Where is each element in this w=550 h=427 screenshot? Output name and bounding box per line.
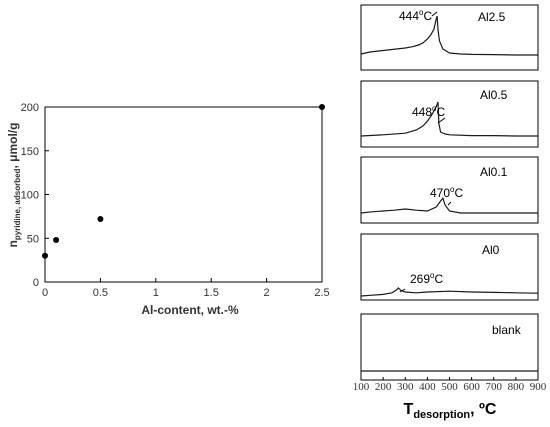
y-tick-label: 150 [21,146,39,158]
scatter-plot-frame [44,106,323,283]
x-tick-label: 1 [153,287,159,299]
scatter-points [42,104,325,259]
td-label-main: T [404,401,414,418]
x-tick-label: 0 [42,287,48,299]
tpd-x-tick-label: 400 [419,381,436,393]
tpd-x-ticks: 100 200 300 400 500 600 700 800 900 [353,377,547,393]
x-tick-label: 2 [264,287,270,299]
peak-leader-line [399,288,406,293]
tpd-peak-annotation: 470oC [430,185,463,200]
tpd-curve [360,15,538,56]
tpd-peak-annotation: 269oC [410,271,443,286]
data-point [97,216,104,222]
tpd-x-axis-label: Tdesorption, ºC [404,401,497,421]
peak-unit: C [436,105,445,119]
data-point [53,237,60,243]
y-label-sub: pyridine, adsorbed [13,168,22,240]
x-tick-label: 1.5 [204,287,219,299]
peak-value: 448 [412,105,432,119]
tpd-panel-label: Al0.1 [480,165,508,179]
peak-leader-line [437,117,446,124]
tpd-x-tick-label: 500 [441,381,458,393]
tpd-panel-label: blank [492,323,522,337]
scatter-x-axis-label: Al-content, wt.-% [141,303,239,317]
x-tick-label: 2.5 [314,287,329,299]
td-label-unit: , ºC [470,401,497,418]
y-tick-label: 0 [33,277,39,289]
data-point [319,104,325,110]
td-label-sub: desorption [413,409,470,421]
peak-leader-line [447,201,452,206]
tpd-curve [360,287,539,297]
tpd-curve [360,101,538,137]
scatter-y-ticks: 0 50 100 150 200 [21,102,49,289]
tpd-panel-frame [360,156,539,224]
tpd-panels: Al2.5444oCAl0.5448oCAl0.1470oCAl0269oCbl… [360,4,539,381]
tpd-x-tick-label: 200 [375,381,392,393]
scatter-axes [44,106,323,283]
peak-degree: o [432,104,437,113]
tpd-x-tick-label: 600 [463,381,480,393]
peak-unit: C [423,9,432,23]
peak-value: 269 [410,272,430,286]
tpd-curve [360,196,538,214]
y-tick-label: 100 [21,190,39,202]
x-tick-label: 0.5 [93,287,108,299]
tpd-x-tick-label: 800 [508,381,525,393]
tpd-panel-label: Al0 [482,243,500,257]
peak-unit: C [454,186,463,200]
tpd-panel-frame [360,233,539,301]
peak-degree: o [419,8,424,17]
peak-leader-line [431,11,438,17]
tpd-x-tick-label: 100 [353,381,370,393]
tpd-panel-frame [360,313,539,381]
peak-degree: o [450,185,455,194]
tpd-peak-annotation: 444oC [399,8,432,23]
y-tick-label: 200 [21,102,39,114]
tpd-panel-label: Al2.5 [478,10,506,24]
tpd-panel-frame [360,80,539,148]
tpd-panel-label: Al0.5 [480,88,508,102]
tpd-panel-frame [360,4,539,71]
peak-value: 444 [399,9,419,23]
y-label-unit: , μmol/g [6,123,20,169]
peak-unit: C [434,272,443,286]
tpd-peak-annotation: 448oC [412,104,445,119]
y-label-main: n [6,240,20,247]
tpd-x-tick-label: 700 [486,381,503,393]
scatter-chart: 0 50 100 150 200 0 0.5 1 1.5 2 2.5 Al-content, wt… [6,102,330,317]
data-point [42,252,48,259]
tpd-x-tick-label: 900 [530,381,547,393]
scatter-x-ticks: 0 0.5 1 1.5 2 2.5 [42,278,330,299]
tpd-x-tick-label: 300 [397,381,414,393]
peak-value: 470 [430,186,450,200]
peak-degree: o [430,271,435,280]
y-tick-label: 50 [27,233,39,245]
scatter-y-axis-label: npyridine, adsorbed, μmol/g [6,123,22,248]
